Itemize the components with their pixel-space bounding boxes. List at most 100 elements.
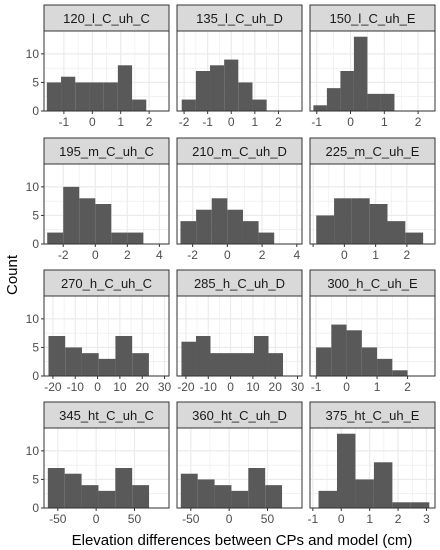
facet-panel: 135_l_C_uh_D -2 -1 0 1 2 (176, 4, 303, 129)
histogram-bar (127, 232, 144, 244)
facet-strip-title: 120_l_C_uh_C (63, 11, 150, 26)
histogram-bar (195, 71, 211, 111)
histogram-bar (361, 347, 378, 376)
histogram-bar (268, 353, 284, 376)
x-tick-label: -1 (59, 115, 70, 129)
histogram-bar (331, 324, 347, 376)
histogram-bar (117, 65, 133, 111)
facet-strip-title: 360_ht_C_uh_D (192, 408, 287, 423)
x-tick-label: 0 (89, 115, 96, 129)
facet-strip (309, 137, 436, 165)
histogram-bar (242, 221, 259, 244)
y-tick-label: 5 (32, 75, 39, 89)
histogram-bar (238, 82, 253, 111)
x-tick-label: 2 (395, 512, 402, 526)
x-tick-label: 1 (374, 380, 381, 394)
histogram-bar (65, 347, 82, 376)
y-tick-label: 10 (26, 47, 40, 61)
x-tick-label: 1 (381, 115, 388, 129)
histogram-bar (47, 468, 65, 508)
facet-panel: 150_l_C_uh_E -1 0 1 2 (309, 4, 436, 129)
x-tick-label: 2 (275, 115, 282, 129)
panel-border (309, 427, 436, 509)
x-tick-label: 50 (128, 512, 142, 526)
histogram-bar (346, 330, 362, 376)
x-tick-label: 0 (341, 248, 348, 262)
x-tick-label: -50 (49, 512, 67, 526)
x-tick-label: 1 (366, 512, 373, 526)
x-tick-label: -20 (44, 380, 62, 394)
histogram-bar (95, 204, 112, 244)
x-tick-label: 0 (228, 115, 235, 129)
x-tick-label: 0 (343, 380, 350, 394)
histogram-bar (254, 336, 269, 376)
histogram-bar (340, 71, 354, 111)
histogram-bar (326, 88, 341, 111)
facet-strip-title: 195_m_C_uh_C (59, 144, 154, 159)
y-tick-label: 10 (26, 180, 40, 194)
histogram-bar (224, 59, 239, 111)
x-tick-label: -50 (182, 512, 200, 526)
histogram-bar (211, 198, 228, 244)
histogram-bar (316, 215, 335, 244)
facet-strip (43, 4, 170, 32)
x-tick-label: 2 (415, 115, 422, 129)
y-tick-label: 10 (26, 444, 40, 458)
panel-border (43, 163, 170, 245)
histogram-bar (252, 99, 267, 111)
x-tick-label: 3 (423, 512, 430, 526)
x-tick-label: 0 (338, 512, 345, 526)
histogram-bar (373, 462, 393, 508)
histogram-bar (316, 347, 332, 376)
panel-border (309, 163, 436, 245)
x-tick-label: 1 (372, 248, 379, 262)
x-tick-label: 0 (92, 248, 99, 262)
y-tick-label: 5 (32, 472, 39, 486)
panel-border (43, 295, 170, 377)
x-tick-label: 50 (261, 512, 275, 526)
histogram-bar (355, 479, 374, 508)
x-tick-label: 2 (146, 115, 153, 129)
facet-strip-title: 345_ht_C_uh_C (59, 408, 154, 423)
x-tick-label: 20 (269, 380, 283, 394)
x-tick-label: -1 (202, 115, 213, 129)
histogram-bar (239, 353, 255, 376)
x-tick-label: 0 (226, 512, 233, 526)
histogram-bar (318, 490, 337, 508)
facet-strip (43, 401, 170, 429)
facet-panel: 210_m_C_uh_D -2 0 2 4 (176, 137, 303, 262)
histogram-bar (313, 105, 327, 111)
facet-strip-title: 270_h_C_uh_C (61, 276, 152, 291)
histogram-bar (377, 358, 393, 376)
panel-border (309, 295, 436, 377)
x-tick-label: -1 (308, 512, 319, 526)
histogram-bar (410, 502, 430, 508)
facet-panel: 375_ht_C_uh_E -1 0 1 2 3 (308, 401, 436, 526)
x-tick-label: 20 (136, 380, 150, 394)
y-axis-title: Count (4, 254, 21, 295)
x-tick-label: -20 (177, 380, 195, 394)
facet-panel: 225_m_C_uh_E 0 1 2 (309, 137, 436, 262)
panel-border (176, 163, 303, 245)
x-tick-label: 4 (293, 248, 300, 262)
histogram-bar (79, 198, 96, 244)
y-tick-label: 0 (32, 369, 39, 383)
x-tick-label: 10 (246, 380, 260, 394)
x-tick-label: -2 (58, 248, 69, 262)
facet-strip (43, 269, 170, 297)
facet-panel: 195_m_C_uh_C -2 0 2 4 0 5 10 (26, 137, 170, 262)
histogram-bar (196, 209, 212, 244)
panel-border (43, 30, 170, 112)
histogram-bar (115, 468, 133, 508)
facet-strip (309, 269, 436, 297)
histogram-bar (46, 82, 62, 111)
facet-panel: 285_h_C_uh_D -20 -10 0 10 20 30 (176, 269, 305, 394)
panel-border (176, 295, 303, 377)
histogram-bar (248, 468, 266, 508)
y-tick-label: 5 (32, 208, 39, 222)
x-tick-label: 2 (124, 248, 131, 262)
histogram-bar (367, 93, 381, 111)
x-tick-label: 0 (224, 248, 231, 262)
facet-strip (176, 401, 303, 429)
